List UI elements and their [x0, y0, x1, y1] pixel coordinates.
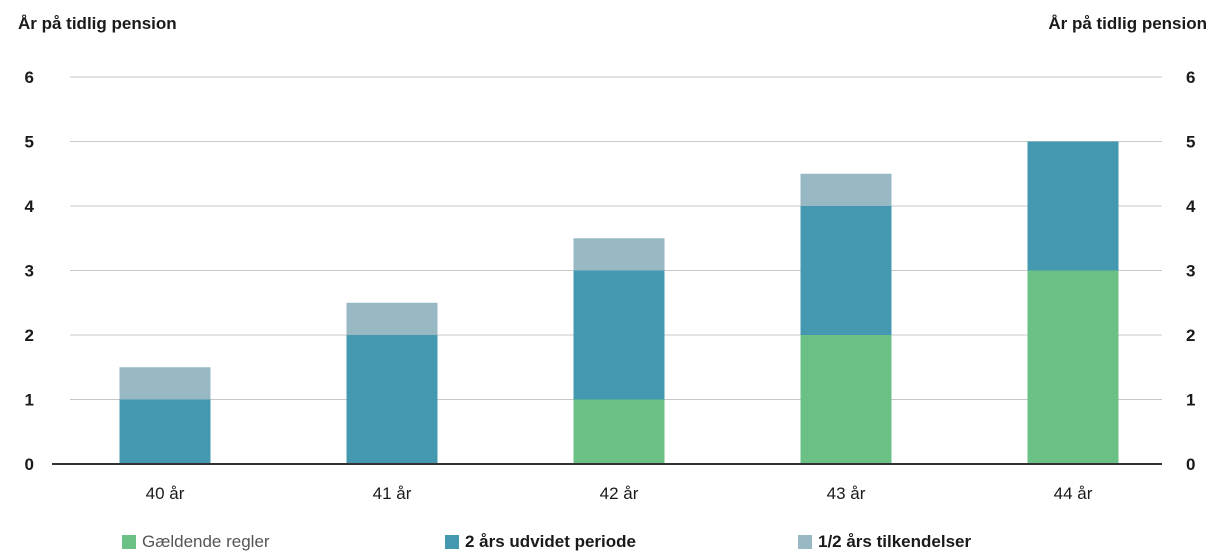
bar-segment-2 — [800, 206, 892, 335]
y-tick-label-right: 2 — [1186, 326, 1195, 345]
legend-item-tilkendelser: 1/2 års tilkendelser — [798, 532, 971, 552]
x-tick-label: 41 år — [373, 484, 412, 503]
y-tick-label-left: 2 — [25, 326, 34, 345]
legend-label: Gældende regler — [142, 532, 270, 551]
bar-segment-1 — [573, 399, 665, 464]
legend-item-udvidet-periode: 2 års udvidet periode — [445, 532, 636, 552]
y-tick-label-left: 3 — [25, 262, 34, 281]
y-tick-label-right: 5 — [1186, 133, 1195, 152]
bar-segment-3 — [800, 173, 892, 206]
y-tick-label-left: 6 — [25, 68, 34, 87]
bar-segment-3 — [573, 238, 665, 271]
legend-swatch — [445, 535, 459, 549]
bar-segment-1 — [1027, 270, 1119, 464]
y-axis-label-left: År på tidlig pension — [18, 14, 177, 33]
x-tick-label: 40 år — [146, 484, 185, 503]
y-tick-label-right: 0 — [1186, 455, 1195, 474]
legend-label: 1/2 års tilkendelser — [818, 532, 972, 551]
bar-segment-2 — [573, 270, 665, 400]
y-tick-label-right: 6 — [1186, 68, 1195, 87]
y-tick-label-left: 5 — [25, 133, 34, 152]
x-tick-label: 44 år — [1054, 484, 1093, 503]
x-tick-label: 42 år — [600, 484, 639, 503]
bar-segment-3 — [119, 367, 211, 400]
y-tick-label-right: 1 — [1186, 391, 1195, 410]
bar-segment-2 — [1027, 141, 1119, 271]
bar-segment-3 — [346, 302, 438, 335]
bar-segment-2 — [346, 335, 438, 464]
legend-swatch — [798, 535, 812, 549]
y-tick-label-right: 3 — [1186, 262, 1195, 281]
y-axis-label-right: År på tidlig pension — [1048, 14, 1207, 33]
y-tick-label-left: 1 — [25, 391, 34, 410]
legend-label: 2 års udvidet periode — [465, 532, 636, 551]
y-tick-label-left: 0 — [25, 455, 34, 474]
bar-segment-2 — [119, 399, 211, 464]
legend-swatch — [122, 535, 136, 549]
legend-item-gaeldende-regler: Gældende regler — [122, 532, 270, 552]
y-tick-label-left: 4 — [25, 197, 35, 216]
legend: Gældende regler 2 års udvidet periode 1/… — [0, 532, 1217, 554]
x-tick-label: 43 år — [827, 484, 866, 503]
bar-segment-1 — [800, 335, 892, 464]
y-tick-label-right: 4 — [1186, 197, 1196, 216]
